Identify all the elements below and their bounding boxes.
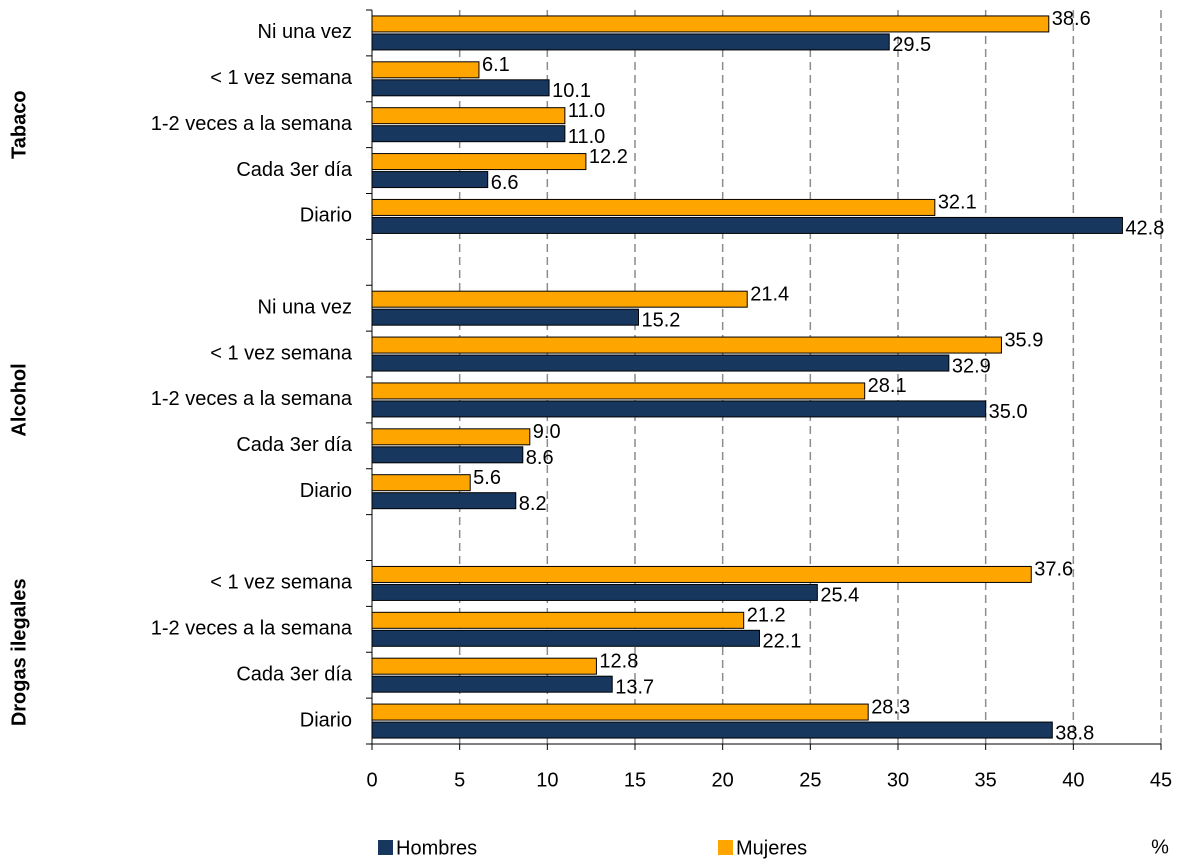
bar (371, 400, 987, 418)
y-tick-label: Ni una vez (258, 296, 353, 318)
bar (371, 382, 866, 400)
bar (371, 153, 587, 171)
bar (371, 721, 1053, 739)
bar (371, 583, 818, 601)
y-tick-label: < 1 vez semana (210, 342, 353, 364)
value-label: 8.6 (526, 447, 554, 469)
value-label: 25.4 (820, 585, 859, 607)
x-tick-label: 0 (366, 769, 377, 791)
x-tick-label: 35 (975, 769, 997, 791)
value-label: 42.8 (1125, 218, 1164, 240)
bar (371, 336, 1002, 354)
x-tick-label: 25 (799, 769, 821, 791)
x-tick-label: 45 (1150, 769, 1172, 791)
value-label: 11.0 (568, 126, 605, 148)
x-tick-label: 40 (1062, 769, 1084, 791)
value-label: 38.6 (1052, 8, 1091, 30)
y-tick-label: Cada 3er día (236, 159, 353, 181)
value-label: 32.1 (938, 192, 977, 214)
x-tick-label: 30 (887, 769, 909, 791)
value-label: 28.3 (871, 696, 910, 718)
value-label: 6.1 (482, 54, 510, 76)
y-tick-label: < 1 vez semana (210, 67, 353, 89)
x-axis-label: % (1151, 836, 1169, 858)
bar (371, 15, 1050, 33)
value-label: 21.2 (747, 605, 786, 627)
bar (371, 703, 869, 721)
value-label: 13.7 (615, 676, 654, 698)
bar (371, 125, 566, 143)
value-label: 8.2 (519, 493, 547, 515)
bar (371, 107, 566, 125)
value-label: 32.9 (952, 355, 991, 377)
bar (371, 565, 1032, 583)
value-label: 12.8 (599, 650, 638, 672)
x-tick-label: 15 (624, 769, 646, 791)
bar (371, 290, 748, 308)
bar (371, 629, 760, 647)
x-tick-label: 10 (536, 769, 558, 791)
bar (371, 675, 613, 693)
y-tick-label: Diario (300, 480, 352, 502)
bar (371, 428, 531, 446)
value-label: 15.2 (642, 309, 681, 331)
group-label: Tabaco (8, 90, 30, 159)
value-label: 35.9 (1004, 329, 1043, 351)
bar (371, 61, 480, 79)
bar (371, 657, 597, 675)
x-tick-label: 20 (712, 769, 734, 791)
value-label: 28.1 (868, 375, 907, 397)
value-label: 38.8 (1055, 722, 1094, 744)
y-tick-label: 1-2 veces a la semana (151, 113, 353, 135)
value-label: 11.0 (568, 100, 605, 122)
y-tick-label: 1-2 veces a la semana (151, 618, 353, 640)
y-tick-label: Ni una vez (258, 21, 353, 43)
group-label: Alcohol (8, 363, 30, 436)
bar (371, 446, 524, 464)
value-label: 10.1 (552, 80, 591, 102)
legend-swatch (378, 840, 393, 855)
bar (371, 198, 936, 216)
bar (371, 216, 1123, 234)
value-label: 6.6 (491, 172, 519, 194)
y-tick-label: Diario (300, 205, 352, 227)
legend-label: Hombres (396, 837, 477, 859)
bar (371, 474, 471, 492)
value-label: 12.2 (589, 146, 628, 168)
y-tick-label: Cada 3er día (236, 434, 353, 456)
bar (371, 611, 745, 629)
bar (371, 354, 950, 372)
value-label: 22.1 (762, 631, 801, 653)
bar (371, 492, 517, 510)
y-tick-label: < 1 vez semana (210, 572, 353, 594)
bar (371, 171, 489, 189)
value-label: 5.6 (473, 467, 501, 489)
value-label: 9.0 (533, 421, 561, 443)
legend-label: Mujeres (736, 837, 807, 859)
bar (371, 79, 550, 97)
bar (371, 33, 890, 51)
y-tick-label: Diario (300, 709, 352, 731)
group-label: Drogas ilegales (8, 578, 30, 726)
y-tick-label: Cada 3er día (236, 663, 353, 685)
legend-swatch (718, 840, 733, 855)
value-label: 35.0 (989, 401, 1028, 423)
value-label: 29.5 (892, 34, 931, 56)
value-label: 21.4 (750, 283, 789, 305)
bar (371, 308, 640, 326)
x-tick-label: 5 (454, 769, 465, 791)
y-tick-label: 1-2 veces a la semana (151, 388, 353, 410)
value-label: 37.6 (1034, 559, 1073, 581)
